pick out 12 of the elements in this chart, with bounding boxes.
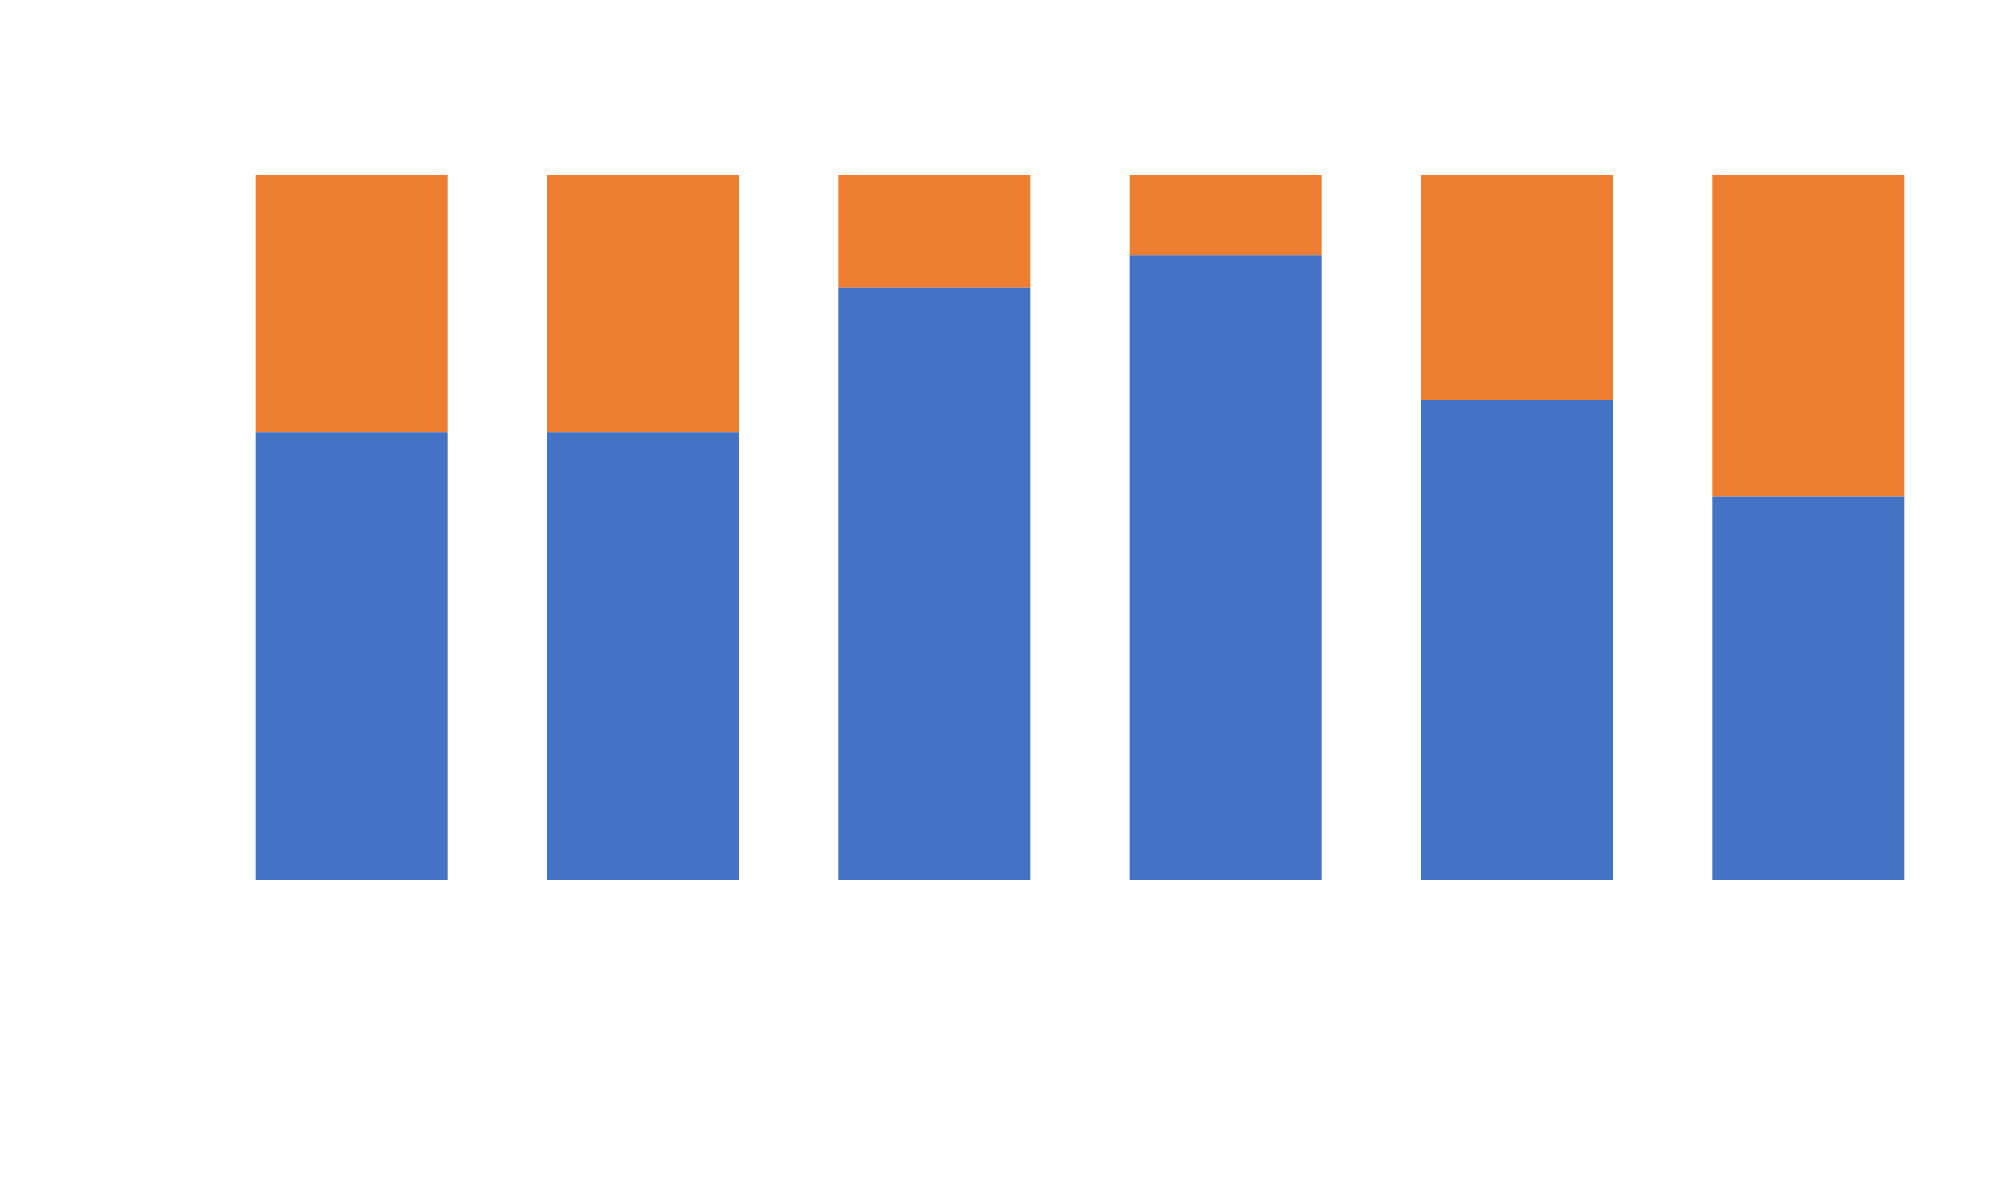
bar [547, 432, 739, 880]
bar [1712, 174, 1905, 497]
bar [1420, 399, 1613, 880]
bar [838, 287, 1031, 880]
bar [255, 174, 448, 433]
bar [1129, 174, 1322, 256]
bar [1420, 174, 1613, 400]
bar [1129, 255, 1322, 880]
bar [1712, 496, 1905, 880]
bar [838, 174, 1031, 288]
bar [255, 432, 448, 880]
bar [547, 174, 739, 433]
